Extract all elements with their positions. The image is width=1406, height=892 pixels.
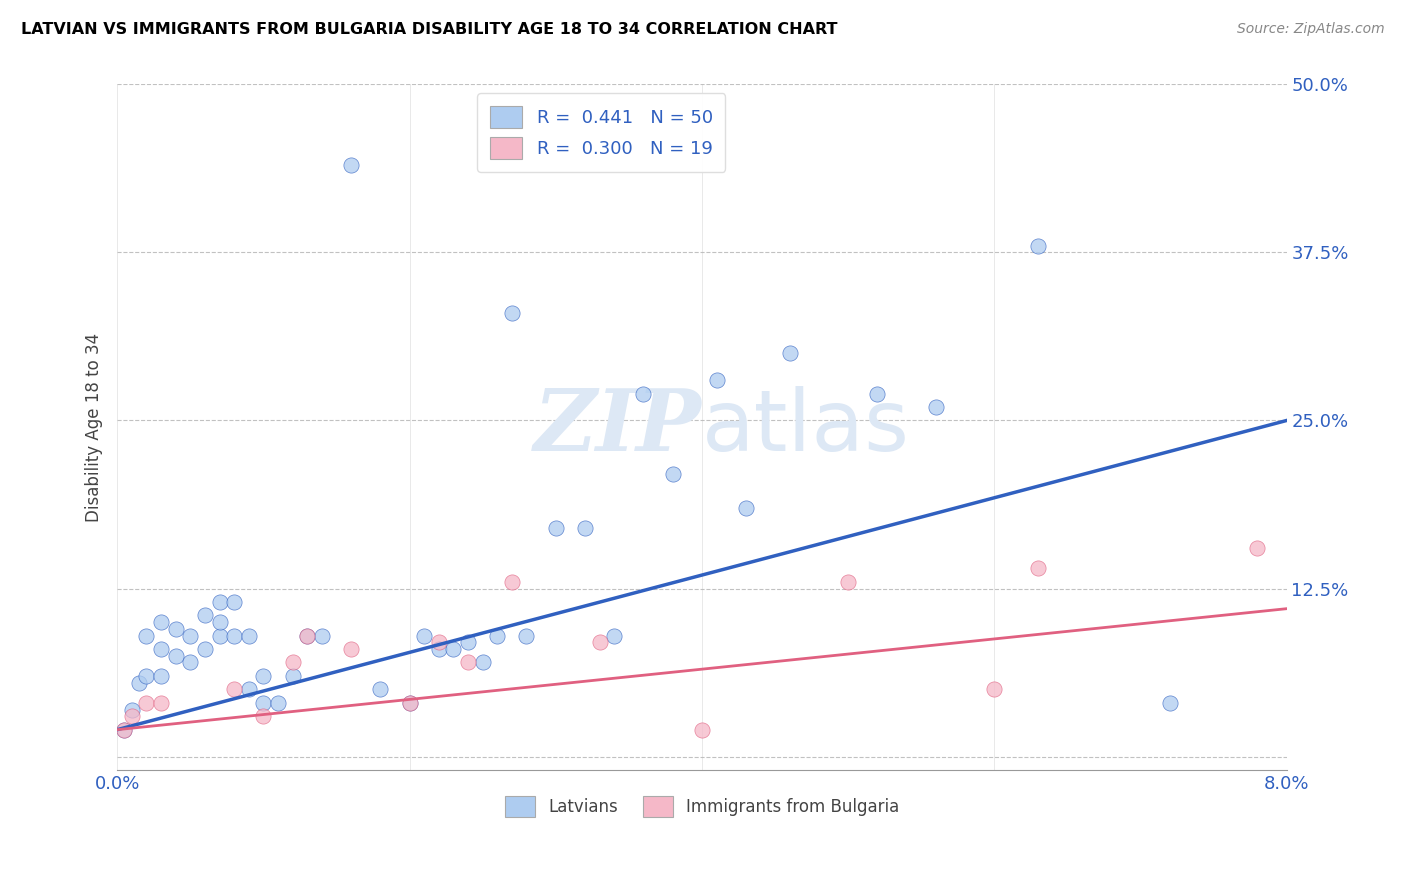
Text: LATVIAN VS IMMIGRANTS FROM BULGARIA DISABILITY AGE 18 TO 34 CORRELATION CHART: LATVIAN VS IMMIGRANTS FROM BULGARIA DISA…	[21, 22, 838, 37]
Point	[114, 723, 136, 737]
Point	[574, 521, 596, 535]
Point	[340, 158, 363, 172]
Point	[398, 696, 420, 710]
Text: ZIP: ZIP	[534, 385, 702, 469]
Point	[121, 702, 143, 716]
Point	[544, 521, 567, 535]
Point	[150, 642, 173, 657]
Point	[603, 629, 626, 643]
Point	[340, 642, 363, 657]
Point	[281, 656, 304, 670]
Point	[128, 675, 150, 690]
Point	[457, 635, 479, 649]
Point	[252, 696, 274, 710]
Point	[208, 615, 231, 629]
Point	[486, 629, 509, 643]
Point	[135, 669, 157, 683]
Point	[398, 696, 420, 710]
Point	[150, 615, 173, 629]
Point	[471, 656, 494, 670]
Point	[114, 723, 136, 737]
Point	[413, 629, 436, 643]
Point	[252, 709, 274, 723]
Point	[238, 629, 260, 643]
Point	[194, 642, 217, 657]
Point	[311, 629, 333, 643]
Point	[224, 595, 246, 609]
Point	[1246, 541, 1268, 556]
Point	[1159, 696, 1181, 710]
Text: Source: ZipAtlas.com: Source: ZipAtlas.com	[1237, 22, 1385, 37]
Point	[661, 467, 683, 482]
Point	[150, 696, 173, 710]
Point	[1026, 561, 1049, 575]
Point	[165, 622, 187, 636]
Text: atlas: atlas	[702, 385, 910, 468]
Point	[690, 723, 713, 737]
Point	[588, 635, 610, 649]
Point	[224, 682, 246, 697]
Point	[515, 629, 537, 643]
Point	[179, 629, 201, 643]
Point	[633, 386, 655, 401]
Point	[179, 656, 201, 670]
Point	[427, 635, 450, 649]
Legend: Latvians, Immigrants from Bulgaria: Latvians, Immigrants from Bulgaria	[498, 789, 905, 823]
Point	[837, 574, 859, 589]
Point	[281, 669, 304, 683]
Point	[208, 629, 231, 643]
Point	[779, 346, 801, 360]
Point	[501, 306, 523, 320]
Y-axis label: Disability Age 18 to 34: Disability Age 18 to 34	[86, 333, 103, 522]
Point	[135, 629, 157, 643]
Point	[150, 669, 173, 683]
Point	[194, 608, 217, 623]
Point	[925, 400, 948, 414]
Point	[165, 648, 187, 663]
Point	[208, 595, 231, 609]
Point	[135, 696, 157, 710]
Point	[734, 500, 756, 515]
Point	[983, 682, 1005, 697]
Point	[252, 669, 274, 683]
Point	[866, 386, 889, 401]
Point	[238, 682, 260, 697]
Point	[501, 574, 523, 589]
Point	[441, 642, 464, 657]
Point	[368, 682, 391, 697]
Point	[706, 373, 728, 387]
Point	[297, 629, 319, 643]
Point	[1026, 239, 1049, 253]
Point	[297, 629, 319, 643]
Point	[267, 696, 290, 710]
Point	[427, 642, 450, 657]
Point	[224, 629, 246, 643]
Point	[121, 709, 143, 723]
Point	[457, 656, 479, 670]
